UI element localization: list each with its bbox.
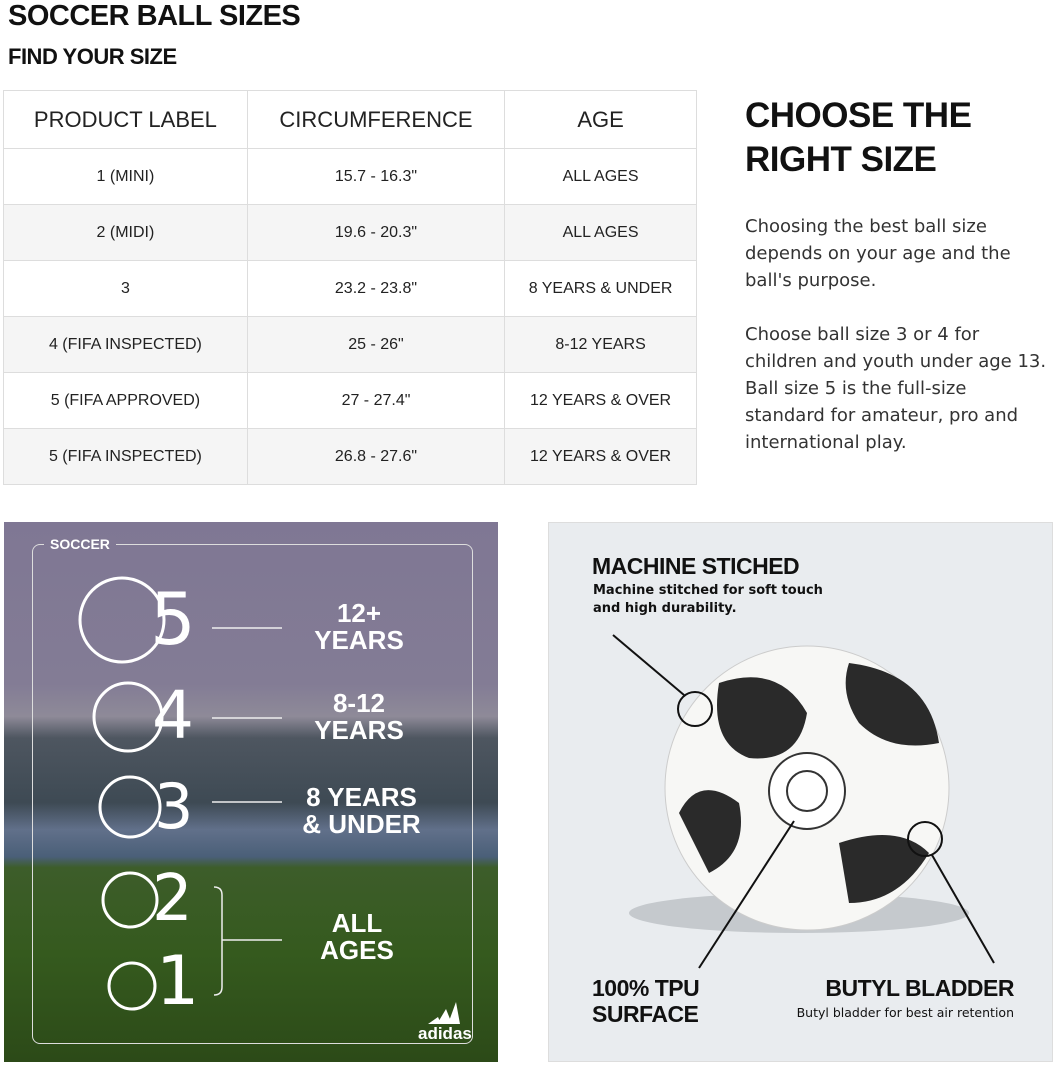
page-title: SOCCER BALL SIZES xyxy=(8,0,301,32)
size-table: PRODUCT LABEL CIRCUMFERENCE AGE 1 (MINI)… xyxy=(3,90,697,485)
feature-stitched-title: MACHINE STICHED xyxy=(592,553,800,579)
cell-age: 8 YEARS & UNDER xyxy=(504,260,697,317)
cell-age: ALL AGES xyxy=(504,148,697,205)
age-5-line2: YEARS xyxy=(314,625,404,655)
cell-age: ALL AGES xyxy=(504,204,697,261)
cell-product-label: 4 (FIFA INSPECTED) xyxy=(3,316,248,373)
cell-circumference: 26.8 - 27.6" xyxy=(246,428,506,485)
age-3-line1: 8 YEARS xyxy=(306,782,417,812)
age-5-line1: 12+ xyxy=(336,598,382,628)
cell-product-label: 5 (FIFA APPROVED) xyxy=(3,372,248,429)
cell-age: 12 YEARS & OVER xyxy=(504,372,697,429)
frame xyxy=(32,544,473,1044)
cell-circumference: 15.7 - 16.3" xyxy=(246,148,506,205)
ball-image xyxy=(612,634,995,969)
page-subtitle: FIND YOUR SIZE xyxy=(8,44,177,69)
age-all-line1: ALL xyxy=(331,908,383,938)
features-panel: MACHINE STICHED Machine stitched for sof… xyxy=(548,522,1053,1062)
ball-icon-2 xyxy=(101,871,159,929)
table-row: 5 (FIFA APPROVED) 27 - 27.4" 12 YEARS & OV… xyxy=(3,372,697,429)
feature-stitched-desc: Machine stitched for soft touch and high… xyxy=(593,583,823,616)
cell-product-label: 3 xyxy=(3,260,248,317)
adidas-logo-icon xyxy=(428,1002,460,1024)
ball-icon-3 xyxy=(98,775,162,839)
header-product-label: PRODUCT LABEL xyxy=(3,90,248,149)
table-row: 5 (FIFA INSPECTED) 26.8 - 27.6" 12 YEARS &… xyxy=(3,428,697,485)
cell-product-label: 2 (MIDI) xyxy=(3,204,248,261)
feature-tpu-title-1: 100% TPU xyxy=(592,975,700,1001)
ball-icons xyxy=(78,576,282,1011)
age-all-line2: AGES xyxy=(320,935,394,965)
table-row: 1 (MINI) 15.7 - 16.3" ALL AGES xyxy=(3,148,697,205)
table-row: 3 23.2 - 23.8" 8 YEARS & UNDER xyxy=(3,260,697,317)
cell-circumference: 19.6 - 20.3" xyxy=(246,204,506,261)
side-paragraph-1: Choosing the best ball size depends on y… xyxy=(745,216,1011,291)
size-number-1: 1 xyxy=(156,942,200,1021)
feature-bladder-title: BUTYL BLADDER xyxy=(825,975,1014,1001)
cell-age: 12 YEARS & OVER xyxy=(504,428,697,485)
age-3-line2: & UNDER xyxy=(302,809,421,839)
table-row: 4 (FIFA INSPECTED) 25 - 26" 8-12 YEARS xyxy=(3,316,697,373)
size-infographic: SOCCER 5 4 3 2 1 12+ YEARS 8-12 YEARS 8 YE… xyxy=(4,522,498,1062)
cell-product-label: 1 (MINI) xyxy=(3,148,248,205)
age-4-line1: 8-12 xyxy=(332,688,386,718)
cell-circumference: 27 - 27.4" xyxy=(246,372,506,429)
side-heading: CHOOSE THE RIGHT SIZE xyxy=(745,96,972,179)
feature-bladder-desc: Butyl bladder for best air retention xyxy=(796,1005,1014,1020)
size-number-5: 5 xyxy=(150,577,196,661)
cell-age: 8-12 YEARS xyxy=(504,316,697,373)
cell-product-label: 5 (FIFA INSPECTED) xyxy=(3,428,248,485)
adidas-logo-text: adidas xyxy=(418,1024,472,1043)
age-4-line2: YEARS xyxy=(314,715,404,745)
ball-icon-4 xyxy=(92,681,164,753)
side-paragraph-2: Choose ball size 3 or 4 for children and… xyxy=(745,324,1047,453)
feature-tpu-title-2: SURFACE xyxy=(592,1001,699,1027)
size-number-3: 3 xyxy=(154,770,194,843)
table-row: 2 (MIDI) 19.6 - 20.3" ALL AGES xyxy=(3,204,697,261)
ball-icon-5 xyxy=(78,576,166,664)
cell-circumference: 23.2 - 23.8" xyxy=(246,260,506,317)
soccer-label: SOCCER xyxy=(44,536,116,552)
size-number-2: 2 xyxy=(152,862,193,936)
size-number-4: 4 xyxy=(152,677,194,754)
header-circumference: CIRCUMFERENCE xyxy=(246,90,506,149)
header-age: AGE xyxy=(504,90,697,149)
ball-icon-1 xyxy=(107,961,157,1011)
cell-circumference: 25 - 26" xyxy=(246,316,506,373)
